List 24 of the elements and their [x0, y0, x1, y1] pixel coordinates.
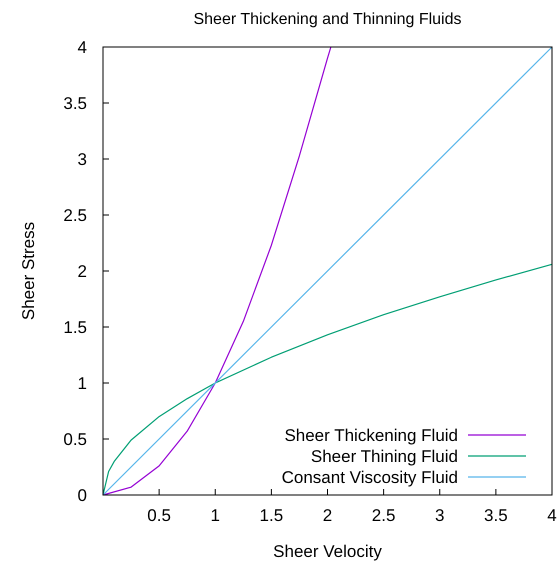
x-axis-title: Sheer Velocity	[273, 542, 382, 561]
x-tick-label: 2.5	[372, 506, 396, 525]
y-tick-label: 1.5	[63, 318, 87, 337]
y-tick-label: 2.5	[63, 206, 87, 225]
x-tick-label: 3	[435, 506, 444, 525]
y-tick-label: 3.5	[63, 94, 87, 113]
legend-label: Sheer Thickening Fluid	[284, 426, 458, 445]
legend-label: Sheer Thining Fluid	[310, 447, 458, 466]
y-tick-label: 0	[78, 486, 87, 505]
line-series	[102, 264, 553, 496]
x-tick-label: 3.5	[484, 506, 508, 525]
x-tick-label: 1	[210, 506, 220, 525]
x-tick-label: 1.5	[260, 506, 284, 525]
y-tick-label: 1	[78, 374, 87, 393]
legend-label: Consant Viscosity Fluid	[282, 468, 458, 487]
y-tick-label: 3	[78, 150, 87, 169]
y-tick-label: 4	[78, 38, 87, 57]
chart-title: Sheer Thickening and Thinning Fluids	[193, 11, 462, 28]
x-tick-label: 2	[322, 506, 332, 525]
y-tick-label: 0.5	[63, 430, 87, 449]
x-tick-label: 0.5	[147, 506, 171, 525]
x-tick-label: 4	[547, 506, 557, 525]
y-axis-title: Sheer Stress	[19, 222, 38, 320]
y-tick-label: 2	[78, 262, 87, 281]
